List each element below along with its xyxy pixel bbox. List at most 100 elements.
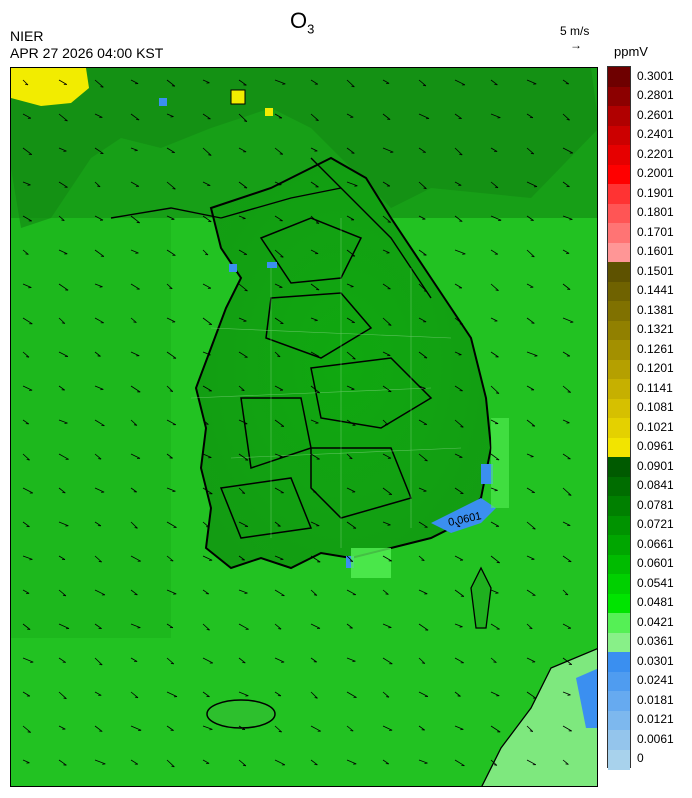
wind-arrow-head [564, 593, 569, 596]
wind-arrow-icon [58, 215, 65, 221]
wind-arrow-icon [202, 351, 211, 356]
wind-arrow-icon [274, 79, 286, 85]
wind-arrow-icon [346, 725, 354, 732]
wind-arrow-icon [130, 419, 138, 426]
wind-arrow-icon [418, 555, 425, 561]
wind-arrow-icon [490, 589, 499, 594]
wind-arrow-icon [346, 147, 355, 154]
wind-arrow-icon [58, 555, 66, 560]
wind-arrow-icon [346, 283, 354, 287]
wind-arrow-icon [490, 79, 498, 86]
wind-arrow-icon [382, 759, 390, 765]
wind-arrow-head [64, 120, 68, 122]
wind-arrow-head [496, 561, 500, 564]
colorbar-label: 0.1381 [637, 302, 674, 317]
wind-arrow-head [279, 153, 283, 155]
wind-arrow-icon [490, 555, 500, 564]
wind-arrow-icon [94, 351, 101, 357]
colorbar-label: 0.0601 [637, 556, 674, 571]
wind-arrow-icon [490, 657, 497, 663]
wind-arrow-icon [346, 487, 356, 493]
wind-arrow-icon [526, 555, 535, 560]
wind-arrow-head [314, 697, 318, 699]
wind-arrow-icon [526, 419, 536, 427]
wind-arrow-icon [454, 113, 462, 119]
wind-arrow-icon [418, 351, 428, 359]
wind-arrow-icon [166, 283, 173, 289]
wind-arrow-icon [130, 521, 138, 529]
wind-arrow-icon [274, 759, 286, 766]
wind-arrow-head [133, 424, 137, 426]
wind-arrow-icon [166, 419, 176, 426]
wind-arrow-icon [274, 521, 281, 527]
wind-arrow-icon [274, 725, 282, 733]
wind-arrow-icon [310, 453, 320, 460]
south-korea-mainland [194, 156, 493, 570]
wind-arrow-icon [418, 521, 428, 528]
wind-arrow-icon [94, 215, 104, 221]
colorbar-label: 0.0901 [637, 458, 674, 473]
wind-arrow-head [279, 456, 283, 458]
wind-arrow-icon [418, 113, 430, 119]
colorbar-cell [608, 554, 630, 575]
wind-arrow-icon [130, 351, 140, 357]
wind-arrow-head [421, 559, 425, 561]
wind-arrow-icon [22, 555, 33, 560]
wind-arrow-icon [238, 691, 249, 697]
wind-arrow-head [204, 253, 209, 256]
wind-arrow-icon [166, 249, 176, 256]
wind-arrow-icon [418, 419, 427, 425]
wind-arrow-icon [238, 283, 248, 292]
colorbar-label: 0.1261 [637, 341, 674, 356]
wind-arrow-icon [202, 419, 209, 425]
colorbar-cell [608, 184, 630, 204]
wind-arrow-icon [22, 487, 33, 494]
wind-arrow-head [315, 119, 319, 121]
wind-arrow-head [349, 457, 353, 460]
wind-arrow-icon [58, 589, 67, 597]
wind-arrow-head [566, 119, 570, 121]
jeju-island [206, 699, 276, 729]
colorbar-label: 0.0481 [637, 595, 674, 610]
species-subscript: 3 [307, 21, 315, 37]
wind-arrow-icon [310, 147, 318, 152]
wind-arrow-head [496, 392, 500, 394]
wind-arrow-icon [418, 487, 427, 492]
wind-arrow-icon [418, 725, 425, 731]
wind-arrow-icon [310, 317, 318, 321]
wind-arrow-icon [166, 759, 175, 768]
map-canvas: 0.0601 [11, 68, 597, 786]
wind-arrow-icon [562, 419, 570, 424]
wind-arrow-icon [58, 487, 66, 494]
wind-arrow-head [495, 289, 499, 291]
wind-arrow-icon [382, 623, 392, 628]
wind-arrow-head [206, 629, 210, 631]
low-ozone-south [346, 556, 354, 568]
wind-arrow-icon [22, 351, 30, 358]
wind-arrow-icon [418, 215, 426, 220]
tsushima-island [470, 566, 492, 629]
colorbar-cell [608, 730, 630, 750]
wind-arrow-head [316, 391, 320, 394]
wind-arrow-icon [454, 725, 464, 730]
wind-arrow-icon [94, 317, 104, 324]
colorbar-label: 0.1501 [637, 263, 674, 278]
province-borders [219, 217, 433, 539]
colorbar-cell [608, 457, 630, 477]
colorbar-cell [608, 242, 630, 263]
wind-arrow-icon [346, 79, 355, 88]
wind-arrow-icon [130, 249, 139, 254]
wind-arrow-head [387, 221, 391, 223]
wind-arrow-head [133, 321, 137, 323]
wind-arrow-head [170, 560, 174, 562]
wind-arrow-head [206, 526, 210, 528]
wind-arrow-icon [94, 453, 102, 460]
wind-arrow-icon [58, 283, 69, 291]
wind-arrow-icon [94, 147, 104, 154]
wind-arrow-icon [94, 181, 101, 188]
wind-arrow-icon [418, 657, 426, 664]
colorbar-cell [608, 359, 630, 380]
colorbar-cell [608, 125, 630, 146]
wind-arrow-icon [418, 181, 427, 189]
wind-arrow-icon [382, 181, 391, 187]
